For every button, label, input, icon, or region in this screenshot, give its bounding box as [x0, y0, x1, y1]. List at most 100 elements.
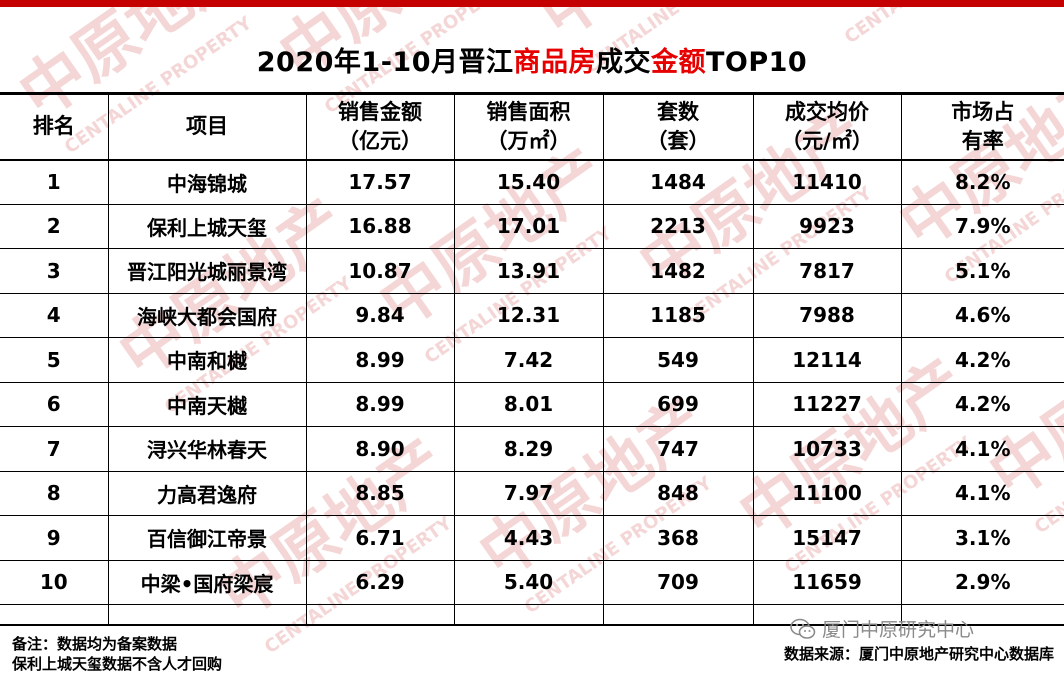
rank-cell: 6 [0, 382, 109, 427]
project-cell: 中南天樾 [108, 382, 307, 427]
units-cell: 2213 [603, 204, 754, 249]
empty-cell [454, 604, 604, 625]
ranking-table: 排名 项目 销售金额 （亿元） 销售面积 （万㎡） 套数 （套） 成交均价 （元/㎡） 市场占 有率 … [0, 92, 1064, 626]
market-share-cell: 4.6% [955, 303, 1011, 328]
rank-cell: 1 [0, 159, 109, 204]
rank-cell: 10 [0, 560, 109, 605]
market-share-cell: 5.1% [955, 258, 1011, 283]
table-row: 9 百信御江帝景 6.71 4.43 368 15147 3.1% [0, 515, 1064, 560]
column-header-line-2: （万㎡） [486, 128, 571, 153]
footnote-line-2: 保利上城天玺数据不含人才回购 [12, 655, 223, 673]
project-cell: 力高君逸府 [108, 471, 307, 516]
column-header-line-1: 套数 [657, 99, 699, 124]
wechat-account-name: 厦门中原研究中心 [822, 619, 975, 641]
market-share-cell: 3.1% [955, 525, 1011, 550]
market-share-cell: 2.9% [955, 570, 1011, 595]
column-header-line-1: 销售面积 [486, 99, 571, 124]
units-cell: 549 [603, 337, 754, 382]
table-body: 1 中海锦城 17.57 15.40 1484 11410 8.2% 2 保利上城天玺 16.88… [0, 159, 1064, 625]
column-header-line-1: 销售金额 [338, 99, 422, 124]
column-header: 销售面积 （万㎡） [454, 93, 604, 160]
sales-area-cell: 17.01 [454, 204, 604, 249]
project-cell: 中南和樾 [108, 337, 307, 382]
sales-amount-cell: 8.85 [306, 471, 455, 516]
empty-cell [306, 604, 455, 625]
column-header-line-1: 项目 [186, 114, 228, 139]
market-share-cell: 4.2% [955, 392, 1011, 417]
empty-cell [108, 604, 307, 625]
units-cell: 709 [603, 560, 754, 605]
project-cell: 中海锦城 [108, 159, 307, 204]
project-cell: 晋江阳光城丽景湾 [108, 248, 307, 293]
market-share-cell: 7.9% [955, 214, 1011, 239]
column-header-line-2: （元/㎡） [781, 128, 873, 153]
market-share-cell: 4.1% [955, 436, 1011, 461]
column-header: 套数 （套） [603, 93, 754, 160]
rank-cell: 8 [0, 471, 109, 516]
sales-area-cell: 7.97 [454, 471, 604, 516]
page-title: 2020年1-10月晋江商品房成交金额TOP10 [0, 40, 1064, 79]
rank-cell: 4 [0, 293, 109, 338]
sales-amount-cell: 8.99 [306, 382, 455, 427]
column-header-line-2: （亿元） [338, 128, 422, 153]
units-cell: 699 [603, 382, 754, 427]
project-cell: 浔兴华林春天 [108, 426, 307, 471]
rank-cell: 2 [0, 204, 109, 249]
sales-amount-cell: 17.57 [306, 159, 455, 204]
sales-area-cell: 5.40 [454, 560, 604, 605]
title-text-2: 成交 [595, 47, 651, 78]
table-spacer-row [0, 604, 1064, 625]
avg-price-cell: 11659 [753, 560, 902, 605]
title-highlight-2: 金额 [650, 47, 706, 78]
title-text-1: 2020年1-10月晋江 [256, 47, 514, 78]
sales-amount-cell: 6.71 [306, 515, 455, 560]
column-header-line-1: 成交均价 [785, 99, 869, 124]
empty-cell [0, 604, 109, 625]
avg-price-cell: 7988 [753, 293, 902, 338]
table-row: 3 晋江阳光城丽景湾 10.87 13.91 1482 7817 5.1% [0, 248, 1064, 293]
sales-area-cell: 8.29 [454, 426, 604, 471]
column-header: 成交均价 （元/㎡） [753, 93, 902, 160]
sales-amount-cell: 8.99 [306, 337, 455, 382]
wechat-icon [790, 618, 816, 639]
rank-cell: 3 [0, 248, 109, 293]
footnote: 备注：数据均为备案数据 保利上城天玺数据不含人才回购 [12, 634, 222, 674]
rank-cell: 7 [0, 426, 109, 471]
column-header: 项目 [108, 93, 307, 160]
title-text-3: TOP10 [705, 47, 808, 78]
avg-price-cell: 10733 [753, 426, 902, 471]
units-cell: 1482 [603, 248, 754, 293]
table-row: 6 中南天樾 8.99 8.01 699 11227 4.2% [0, 382, 1064, 427]
sales-amount-cell: 9.84 [306, 293, 455, 338]
column-header-line-1: 排名 [32, 114, 75, 139]
sales-area-cell: 8.01 [454, 382, 604, 427]
sales-area-cell: 7.42 [454, 337, 604, 382]
project-cell: 百信御江帝景 [108, 515, 307, 560]
units-cell: 848 [603, 471, 754, 516]
table-row: 4 海峡大都会国府 9.84 12.31 1185 7988 4.6% [0, 293, 1064, 338]
avg-price-cell: 7817 [753, 248, 902, 293]
table-row: 10 中梁•国府梁宸 6.29 5.40 709 11659 2.9% [0, 560, 1064, 605]
market-share-cell: 4.2% [955, 347, 1011, 372]
column-header: 排名 [0, 93, 109, 160]
project-cell: 海峡大都会国府 [108, 293, 307, 338]
units-cell: 368 [603, 515, 754, 560]
column-header-line-2: 有率 [961, 128, 1004, 153]
rank-cell: 5 [0, 337, 109, 382]
avg-price-cell: 15147 [753, 515, 902, 560]
project-cell: 保利上城天玺 [108, 204, 307, 249]
data-source: 数据来源：厦门中原地产研究中心数据库 [783, 645, 1054, 663]
column-header-line-1: 市场占 [951, 99, 1015, 124]
title-highlight-1: 商品房 [513, 47, 596, 78]
units-cell: 1484 [603, 159, 754, 204]
column-header: 销售金额 （亿元） [306, 93, 455, 160]
empty-cell [753, 604, 902, 625]
table-row: 8 力高君逸府 8.85 7.97 848 11100 4.1% [0, 471, 1064, 516]
top-red-rule [0, 0, 1064, 7]
units-cell: 1185 [603, 293, 754, 338]
footnote-line-1: 备注：数据均为备案数据 [12, 635, 178, 653]
sales-amount-cell: 10.87 [306, 248, 455, 293]
table-row: 5 中南和樾 8.99 7.42 549 12114 4.2% [0, 337, 1064, 382]
avg-price-cell: 9923 [753, 204, 902, 249]
